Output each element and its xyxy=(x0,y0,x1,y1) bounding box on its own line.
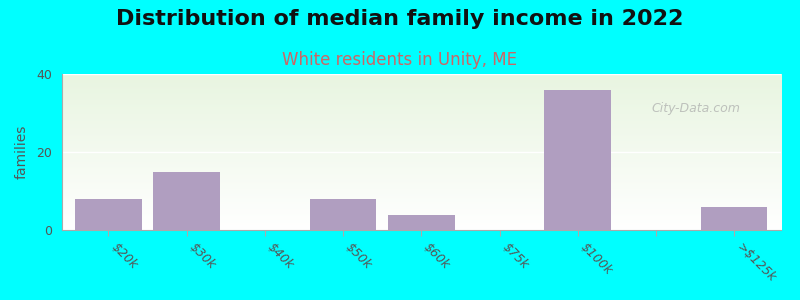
Bar xyxy=(701,207,767,230)
Y-axis label: families: families xyxy=(15,125,29,179)
Bar xyxy=(154,172,220,230)
Text: White residents in Unity, ME: White residents in Unity, ME xyxy=(282,51,518,69)
Text: City-Data.com: City-Data.com xyxy=(651,102,741,115)
Bar xyxy=(310,199,376,230)
Bar xyxy=(388,214,454,230)
Bar xyxy=(545,90,611,230)
Text: Distribution of median family income in 2022: Distribution of median family income in … xyxy=(116,9,684,29)
Bar xyxy=(75,199,142,230)
